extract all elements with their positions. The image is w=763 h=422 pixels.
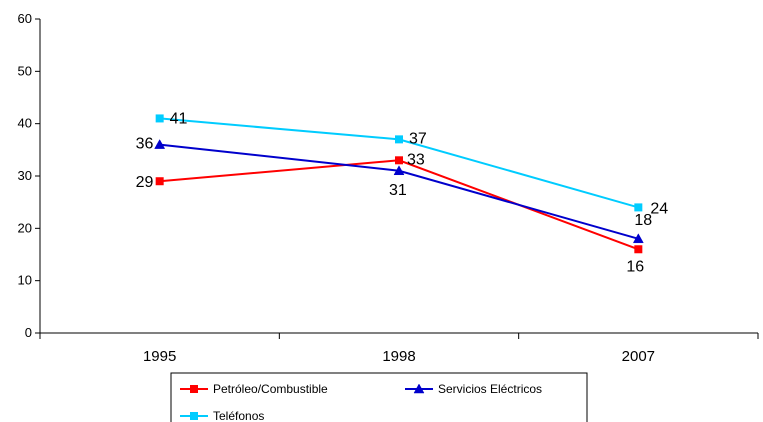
data-point bbox=[395, 156, 403, 165]
data-label: 41 bbox=[170, 110, 188, 127]
series-0 bbox=[155, 156, 643, 254]
data-label: 29 bbox=[136, 174, 154, 191]
x-tick-label: 1998 bbox=[382, 348, 415, 365]
y-tick-label: 30 bbox=[18, 168, 32, 183]
legend-label: Petróleo/Combustible bbox=[213, 382, 328, 396]
data-labels-layer: 29 33 16 36 31 18 41 37 24 bbox=[136, 110, 669, 275]
data-label: 24 bbox=[650, 200, 668, 217]
legend-item: Teléfonos bbox=[180, 409, 264, 422]
y-tick-label: 60 bbox=[18, 11, 32, 26]
series-1 bbox=[154, 139, 644, 244]
data-point bbox=[154, 139, 166, 149]
legend-marker bbox=[190, 412, 198, 420]
legend-item: Petróleo/Combustible bbox=[180, 382, 328, 396]
series-2 bbox=[155, 114, 643, 212]
x-tick-label: 1995 bbox=[143, 348, 176, 365]
data-point bbox=[395, 135, 403, 144]
y-tick-label: 0 bbox=[25, 325, 32, 340]
data-point bbox=[634, 245, 643, 254]
legend-item: Servicios Eléctricos bbox=[405, 382, 542, 396]
legend-label: Teléfonos bbox=[213, 409, 264, 422]
y-tick-label: 10 bbox=[18, 273, 32, 288]
data-label: 36 bbox=[136, 136, 154, 153]
data-point bbox=[155, 177, 164, 186]
legend-marker bbox=[413, 383, 425, 394]
legend-marker bbox=[190, 385, 198, 393]
data-point bbox=[632, 233, 644, 244]
y-tick-label: 50 bbox=[18, 63, 32, 78]
x-tick-label: 2007 bbox=[622, 348, 655, 365]
data-label: 37 bbox=[409, 130, 427, 147]
data-point bbox=[393, 165, 405, 176]
data-label: 33 bbox=[407, 151, 425, 168]
data-label: 18 bbox=[634, 212, 652, 229]
legend-box bbox=[170, 372, 588, 422]
chart-legend: Petróleo/Combustible Servicios Eléctricos… bbox=[170, 372, 588, 422]
data-label: 31 bbox=[389, 182, 407, 199]
data-label: 16 bbox=[626, 258, 644, 275]
legend-label: Servicios Eléctricos bbox=[438, 382, 542, 396]
data-point bbox=[634, 203, 643, 212]
series-layer bbox=[154, 114, 644, 254]
y-tick-label: 20 bbox=[18, 220, 32, 235]
y-tick-label: 40 bbox=[18, 116, 32, 131]
data-point bbox=[155, 114, 164, 123]
chart-axes: 0 10 20 30 40 50 60 1995 1998 2007 bbox=[18, 11, 759, 365]
